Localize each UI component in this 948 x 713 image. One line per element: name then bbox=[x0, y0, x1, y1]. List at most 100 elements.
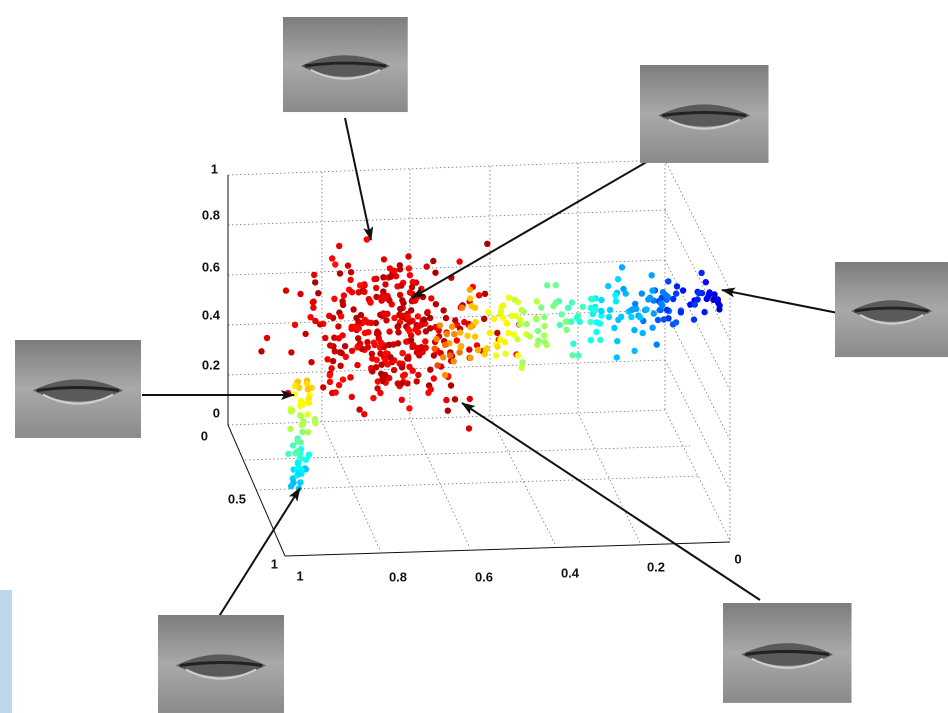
x-tick-label: 0.4 bbox=[561, 565, 580, 580]
point bbox=[541, 333, 547, 339]
point bbox=[297, 454, 303, 460]
point bbox=[659, 302, 665, 308]
point bbox=[535, 328, 541, 334]
point bbox=[637, 314, 643, 320]
point bbox=[696, 290, 702, 296]
depth-tick-label: 0.5 bbox=[228, 491, 246, 506]
point bbox=[372, 342, 378, 348]
point bbox=[645, 296, 651, 302]
point bbox=[337, 270, 343, 276]
edge-strip bbox=[0, 590, 12, 713]
point bbox=[361, 289, 367, 295]
point bbox=[506, 294, 512, 300]
point bbox=[349, 348, 355, 354]
point bbox=[649, 272, 655, 278]
point bbox=[437, 322, 443, 328]
point bbox=[327, 342, 333, 348]
z-tick-label: 0.4 bbox=[202, 307, 221, 322]
point bbox=[424, 310, 430, 316]
point bbox=[320, 384, 326, 390]
mouth-images bbox=[15, 17, 948, 713]
point bbox=[451, 331, 457, 337]
point bbox=[399, 364, 405, 370]
point bbox=[500, 315, 506, 321]
point bbox=[476, 292, 482, 298]
point bbox=[386, 375, 392, 381]
point bbox=[369, 351, 375, 357]
point bbox=[431, 375, 437, 381]
point bbox=[587, 319, 593, 325]
point bbox=[569, 299, 575, 305]
point bbox=[451, 358, 457, 364]
point bbox=[354, 362, 360, 368]
point bbox=[505, 330, 511, 336]
point bbox=[399, 297, 405, 303]
point bbox=[472, 334, 478, 340]
point bbox=[692, 301, 698, 307]
point bbox=[568, 319, 574, 325]
point bbox=[553, 300, 559, 306]
point bbox=[614, 354, 620, 360]
point bbox=[311, 272, 317, 278]
point bbox=[310, 299, 316, 305]
point bbox=[322, 335, 328, 341]
point bbox=[307, 314, 313, 320]
point bbox=[356, 406, 362, 412]
point bbox=[482, 351, 488, 357]
point bbox=[574, 315, 580, 321]
point bbox=[640, 330, 646, 336]
point bbox=[339, 332, 345, 338]
point bbox=[302, 331, 308, 337]
point bbox=[305, 429, 311, 435]
point bbox=[632, 301, 638, 307]
point bbox=[288, 349, 294, 355]
point bbox=[527, 333, 533, 339]
point bbox=[299, 422, 305, 428]
point bbox=[345, 262, 351, 268]
point bbox=[367, 299, 373, 305]
figure: 10.80.60.40.2000.5110.80.60.40.20 bbox=[0, 0, 948, 713]
point bbox=[430, 258, 436, 264]
point bbox=[298, 467, 304, 473]
point bbox=[570, 341, 576, 347]
axes bbox=[228, 175, 730, 556]
point bbox=[467, 295, 473, 301]
point bbox=[706, 289, 712, 295]
point bbox=[654, 341, 660, 347]
point bbox=[428, 386, 434, 392]
point bbox=[563, 327, 569, 333]
point bbox=[399, 313, 405, 319]
point bbox=[381, 256, 387, 262]
point bbox=[623, 290, 629, 296]
z-tick-label: 0.2 bbox=[202, 357, 220, 372]
point bbox=[481, 316, 487, 322]
point bbox=[332, 261, 338, 267]
point bbox=[283, 287, 289, 293]
point bbox=[673, 319, 679, 325]
point bbox=[391, 367, 397, 373]
x-tick-label: 0.8 bbox=[389, 569, 407, 584]
arrow bbox=[218, 488, 300, 618]
mouth-image bbox=[835, 262, 948, 357]
point bbox=[678, 309, 684, 315]
depth-tick-label: 0 bbox=[201, 428, 208, 443]
page: 10.80.60.40.2000.5110.80.60.40.20 (() =>… bbox=[0, 0, 948, 713]
point bbox=[615, 276, 621, 282]
point bbox=[378, 339, 384, 345]
arrows bbox=[142, 118, 838, 618]
point bbox=[406, 405, 412, 411]
x-tick-label: 0.6 bbox=[475, 569, 493, 584]
point bbox=[350, 306, 356, 312]
point bbox=[533, 315, 539, 321]
point bbox=[348, 326, 354, 332]
point bbox=[619, 264, 625, 270]
point bbox=[369, 368, 375, 374]
point bbox=[348, 269, 354, 275]
point bbox=[598, 308, 604, 314]
point bbox=[308, 359, 314, 365]
point bbox=[336, 243, 342, 249]
point bbox=[445, 408, 451, 414]
point bbox=[303, 457, 309, 463]
arrow bbox=[722, 290, 838, 313]
point bbox=[665, 278, 671, 284]
